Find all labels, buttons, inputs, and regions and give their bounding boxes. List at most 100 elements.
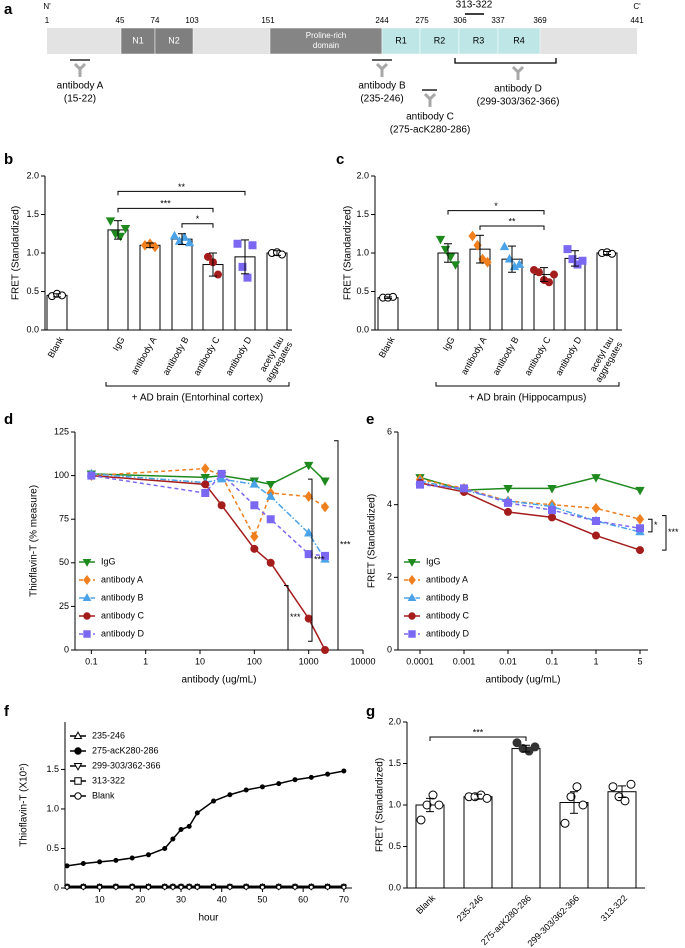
marker	[321, 551, 330, 560]
antibody-epitope: (15-22)	[64, 94, 96, 105]
n-terminus: N'	[43, 2, 51, 11]
significance-label: *	[654, 520, 658, 530]
marker	[266, 491, 276, 500]
y-tick-label: 75	[59, 514, 69, 524]
x-tick-label: 10	[95, 894, 105, 904]
group-label: + AD brain (Hippocampus)	[469, 393, 587, 404]
marker	[73, 762, 83, 771]
legend-label: IgG	[101, 556, 116, 566]
series-line	[419, 476, 641, 491]
marker	[440, 245, 451, 255]
marker	[460, 484, 468, 493]
bar	[107, 229, 129, 331]
marker	[150, 241, 160, 253]
significance-bracket	[181, 223, 214, 228]
marker	[407, 558, 417, 567]
bar	[607, 791, 637, 889]
marker	[578, 256, 587, 265]
marker	[233, 239, 242, 248]
x-tick-label: 5	[637, 656, 642, 666]
marker	[266, 558, 275, 567]
x-axis-label: antibody (ug/mL)	[181, 675, 256, 686]
domain-label: R1	[395, 35, 407, 45]
marker	[636, 546, 644, 555]
domain-label: domain	[313, 41, 339, 50]
marker	[450, 261, 461, 270]
antibody-icon	[375, 62, 389, 77]
group-bracket	[105, 382, 290, 387]
significance-label: ***	[290, 612, 301, 622]
significance-bracket	[479, 225, 545, 231]
marker	[535, 268, 543, 277]
marker	[614, 792, 624, 802]
marker	[276, 781, 282, 787]
marker	[482, 793, 492, 803]
marker	[83, 612, 91, 620]
marker	[184, 237, 195, 247]
legend-label: antibody B	[101, 592, 144, 602]
marker	[308, 774, 314, 780]
series-line	[66, 770, 345, 867]
bar	[559, 802, 589, 889]
marker	[499, 241, 510, 251]
marker	[64, 863, 70, 869]
marker	[408, 612, 416, 620]
significance-bracket	[117, 190, 246, 196]
y-tick-label: 1.0	[388, 799, 401, 809]
panel-label: b	[4, 151, 13, 168]
residue-number: 151	[261, 16, 275, 25]
significance-label: *	[494, 201, 498, 211]
y-tick-label: 2.0	[356, 170, 369, 180]
marker	[243, 273, 252, 282]
marker	[74, 777, 82, 785]
marker	[591, 502, 601, 514]
c-terminus: C'	[633, 2, 641, 11]
marker	[250, 531, 259, 543]
antibody-epitope: (235-246)	[360, 94, 403, 105]
panel-label: c	[336, 151, 344, 168]
legend-label: Blank	[92, 790, 115, 800]
marker	[635, 513, 645, 525]
panel-label: e	[366, 411, 374, 428]
marker	[468, 230, 477, 242]
x-tick-label: 40	[217, 894, 227, 904]
significance-bracket	[662, 515, 667, 551]
y-tick-label: 0.5	[46, 843, 59, 853]
marker	[303, 461, 314, 471]
y-tick-label: 4	[387, 499, 392, 509]
legend-label: antibody C	[426, 610, 470, 620]
significance-bracket	[334, 440, 339, 651]
marker	[422, 800, 432, 810]
marker	[105, 217, 116, 226]
domain	[120, 27, 156, 55]
legend-label: antibody A	[426, 574, 468, 584]
marker	[243, 787, 249, 793]
marker	[626, 779, 636, 789]
marker	[170, 836, 176, 842]
series-line	[419, 482, 641, 551]
y-axis-label: Thioflavin-T (% measure)	[29, 485, 40, 597]
marker	[120, 225, 131, 234]
marker	[80, 884, 86, 890]
bar	[564, 257, 586, 331]
marker	[304, 491, 313, 502]
residue-number: 1	[45, 16, 50, 25]
residue-number: 369	[533, 16, 547, 25]
x-tick-label: 0.1	[546, 656, 559, 666]
legend-label: antibody B	[426, 592, 469, 602]
marker	[320, 477, 330, 487]
marker	[169, 230, 180, 240]
marker	[320, 501, 330, 513]
significance-label: ***	[668, 527, 679, 537]
residue-number: 103	[185, 16, 199, 25]
marker	[113, 884, 119, 890]
x-tick-label: 30	[176, 894, 186, 904]
marker	[249, 479, 260, 488]
marker	[64, 884, 70, 890]
epitope-label: 313-322	[456, 0, 493, 11]
domain-label: N2	[168, 35, 180, 45]
marker	[115, 232, 126, 242]
marker	[227, 792, 233, 798]
y-tick-label: 2.0	[388, 716, 401, 726]
